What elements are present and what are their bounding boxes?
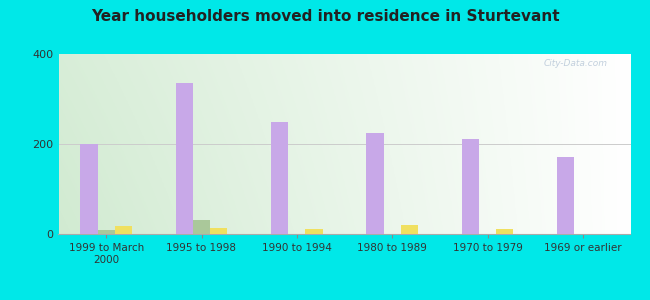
- Bar: [367, 133, 384, 234]
- Bar: [401, 225, 418, 234]
- Bar: [81, 144, 98, 234]
- Bar: [176, 83, 193, 234]
- Bar: [210, 228, 228, 234]
- Bar: [271, 122, 288, 234]
- Bar: [462, 139, 479, 234]
- Bar: [98, 230, 115, 234]
- Bar: [193, 220, 210, 234]
- Bar: [496, 229, 514, 234]
- Bar: [557, 157, 574, 234]
- Text: Year householders moved into residence in Sturtevant: Year householders moved into residence i…: [91, 9, 559, 24]
- Bar: [306, 229, 322, 234]
- Bar: [115, 226, 132, 234]
- Text: City-Data.com: City-Data.com: [543, 59, 608, 68]
